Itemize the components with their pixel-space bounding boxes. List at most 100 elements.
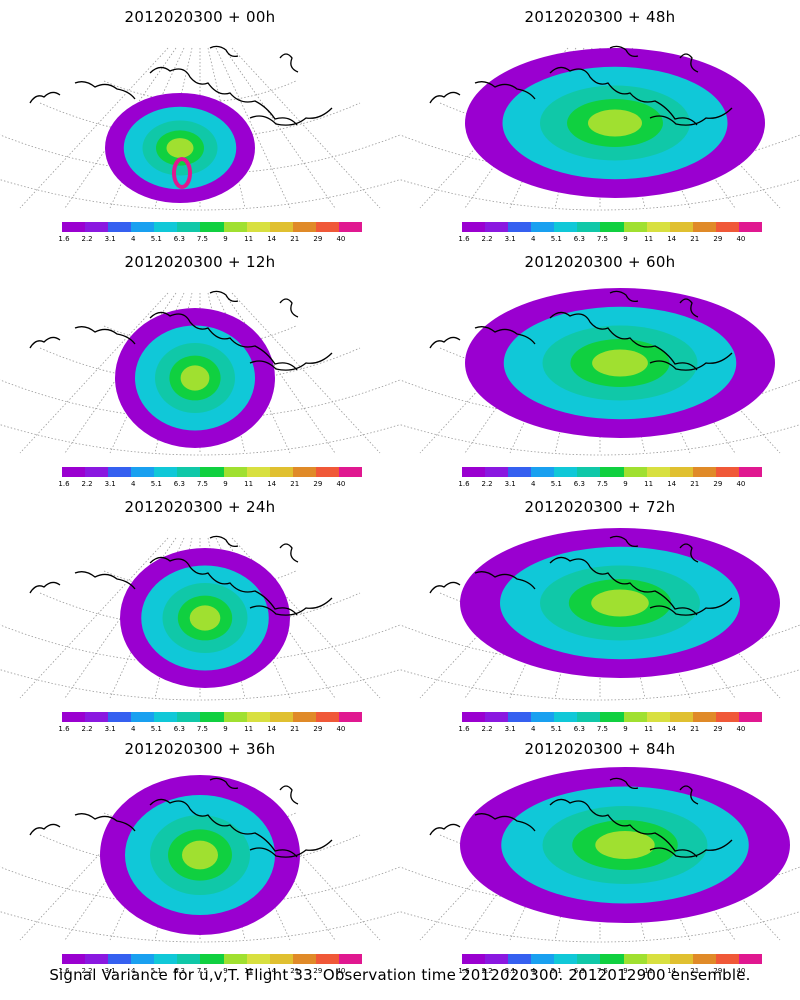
colorbar-segment — [485, 222, 509, 232]
colorbar-segment — [715, 222, 740, 232]
colorbar-label: 5.1 — [150, 967, 162, 975]
colorbar-label: 6.3 — [173, 967, 185, 975]
colorbar-label: 2.2 — [481, 480, 493, 488]
colorbar-segment — [292, 222, 317, 232]
coastline — [29, 290, 333, 371]
colorbar-label: 21 — [290, 967, 300, 975]
colorbar-segment — [485, 712, 509, 722]
colorbar-segment — [315, 712, 340, 722]
colorbar-label: 29 — [313, 235, 323, 243]
colorbar-segment — [738, 954, 763, 964]
colorbar-label: 1.6 — [458, 235, 470, 243]
colorbar-label: 3.1 — [104, 967, 116, 975]
panel-title: 2012020300 + 00h — [124, 8, 276, 26]
colorbar-segment — [531, 954, 555, 964]
colorbar-label: 6.3 — [173, 480, 185, 488]
colorbar-label: 3.1 — [504, 725, 516, 733]
contour-fill — [595, 830, 655, 860]
colorbar-segment — [738, 222, 763, 232]
colorbar-label: 21 — [690, 480, 700, 488]
colorbar-label: 2.2 — [481, 235, 493, 243]
colorbar-segment — [200, 222, 225, 232]
colorbar-segment — [108, 467, 132, 477]
colorbar-label: 14 — [667, 967, 677, 975]
colorbar-segment — [554, 467, 578, 477]
colorbar-segment — [554, 954, 578, 964]
colorbar-segment — [577, 712, 601, 722]
colorbar-label: 5.1 — [150, 480, 162, 488]
colorbar-segment — [623, 954, 648, 964]
colorbar-label: 4 — [130, 480, 136, 488]
polar-map — [0, 535, 400, 701]
colorbar-label: 3.1 — [104, 725, 116, 733]
polar-map — [400, 288, 800, 456]
colorbar-segment — [715, 467, 740, 477]
colorbar-label: 6.3 — [573, 480, 585, 488]
colorbar-segment — [108, 222, 132, 232]
colorbar-label: 9 — [623, 235, 628, 243]
colorbar-segment — [623, 712, 648, 722]
colorbar-segment — [85, 222, 109, 232]
colorbar-label: 5.1 — [150, 725, 162, 733]
colorbar-label: 1.6 — [58, 725, 70, 733]
colorbar-segment — [554, 222, 578, 232]
colorbar-label: 2.2 — [81, 967, 93, 975]
colorbar-label: 40 — [336, 967, 346, 975]
colorbar-label: 6.3 — [173, 725, 185, 733]
colorbar-label: 40 — [336, 725, 346, 733]
colorbar-label: 21 — [290, 725, 300, 733]
colorbar-segment — [531, 467, 555, 477]
polar-map — [400, 528, 800, 701]
colorbar-label: 14 — [267, 235, 277, 243]
colorbar-segment — [577, 467, 601, 477]
colorbar-label: 14 — [267, 967, 277, 975]
colorbar-segment — [85, 712, 109, 722]
colorbar-label: 1.6 — [458, 480, 470, 488]
colorbar-segment — [177, 712, 201, 722]
panel-title: 2012020300 + 72h — [524, 498, 676, 516]
colorbar-label: 14 — [667, 235, 677, 243]
colorbar-segment — [462, 954, 486, 964]
colorbar-label: 7.5 — [596, 480, 609, 488]
colorbar-label: 29 — [313, 967, 323, 975]
colorbar-segment — [131, 954, 155, 964]
colorbar-label: 7.5 — [596, 967, 609, 975]
colorbar-segment — [715, 712, 740, 722]
colorbar-segment — [154, 222, 178, 232]
panel-title: 2012020300 + 12h — [124, 253, 276, 271]
colorbar-segment — [292, 467, 317, 477]
colorbar-label: 14 — [267, 480, 277, 488]
panel-title: 2012020300 + 60h — [524, 253, 676, 271]
colorbar-label: 3.1 — [504, 480, 516, 488]
contour-fill — [182, 840, 218, 870]
colorbar-label: 7.5 — [196, 725, 209, 733]
colorbar-segment — [223, 712, 248, 722]
colorbar-label: 29 — [713, 725, 723, 733]
colorbar-label: 4 — [130, 725, 136, 733]
colorbar-segment — [508, 222, 532, 232]
colorbar-label: 11 — [244, 967, 254, 975]
colorbar-segment — [269, 467, 294, 477]
colorbar-label: 1.6 — [58, 235, 70, 243]
colorbar-label: 4 — [530, 235, 536, 243]
colorbar-segment — [338, 954, 363, 964]
colorbar-segment — [315, 222, 340, 232]
colorbar-label: 6.3 — [573, 967, 585, 975]
colorbar-segment — [508, 712, 532, 722]
colorbar-label: 40 — [736, 480, 746, 488]
colorbar-segment — [315, 954, 340, 964]
colorbar-segment — [600, 712, 625, 722]
colorbar-segment — [692, 712, 717, 722]
colorbar-label: 4 — [130, 235, 136, 243]
colorbar-label: 11 — [644, 967, 654, 975]
colorbar-label: 2.2 — [481, 967, 493, 975]
polar-map — [0, 45, 400, 211]
panel-title: 2012020300 + 48h — [524, 8, 676, 26]
colorbar-segment — [131, 467, 155, 477]
colorbar-label: 40 — [736, 725, 746, 733]
colorbar-segment — [154, 954, 178, 964]
colorbar-segment — [646, 222, 671, 232]
colorbar-label: 9 — [623, 725, 628, 733]
polar-map — [0, 290, 400, 456]
colorbar-segment — [600, 467, 625, 477]
